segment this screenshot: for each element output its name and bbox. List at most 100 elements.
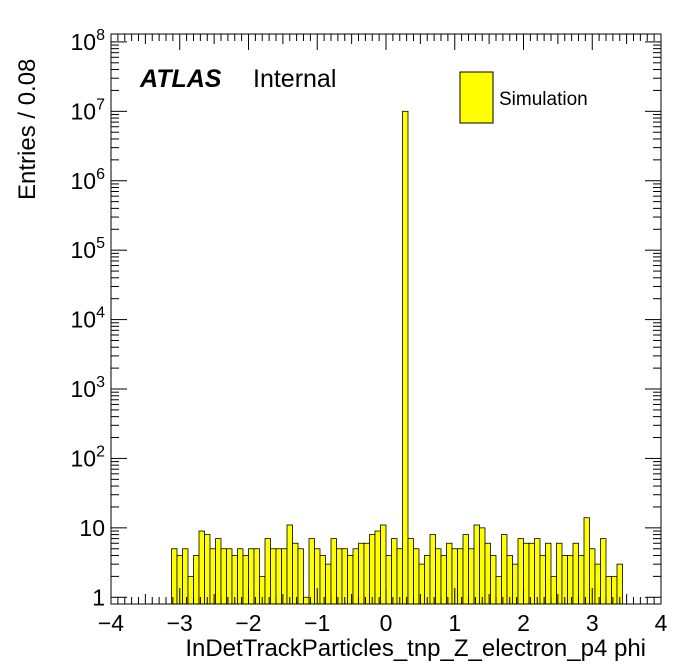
histogram-bar [286, 524, 293, 605]
histogram-bar [319, 555, 326, 605]
histogram-bar [325, 563, 332, 605]
x-tick-labels: −4 −3 −2 −1 0 1 2 3 4 [98, 610, 668, 636]
y-tick-label: 108 [71, 27, 106, 55]
histogram-bar [462, 534, 469, 605]
histogram-bar [501, 534, 508, 605]
histogram-bar [605, 575, 612, 605]
histogram-bar [495, 575, 502, 605]
y-tick-label: 104 [71, 305, 106, 333]
histogram-bar [446, 542, 453, 605]
histogram-bar [611, 575, 618, 605]
histogram-bar [490, 555, 497, 605]
histogram-bar [561, 555, 568, 605]
y-tick-label: 103 [71, 374, 106, 402]
histogram-bar [341, 548, 348, 605]
histogram-bar [308, 538, 315, 605]
histogram-bar [303, 596, 310, 605]
histogram-bar [336, 548, 343, 605]
histogram-bar [352, 548, 359, 605]
histogram-bar [468, 548, 475, 605]
histogram-bar [253, 548, 260, 605]
histogram-bar [374, 530, 381, 605]
histogram-bar [264, 538, 271, 605]
histogram-bar [473, 524, 480, 605]
histogram-bar [457, 548, 464, 605]
histogram-bar [347, 555, 354, 605]
x-tick-label: 0 [380, 610, 393, 636]
histogram-bar [281, 548, 288, 605]
x-tick-label: −2 [235, 610, 261, 636]
x-tick-label: 2 [517, 610, 530, 636]
legend: Simulation [459, 71, 588, 124]
histogram-bar [600, 538, 607, 605]
x-axis-title: InDetTrackParticles_tnp_Z_electron_p4 ph… [185, 635, 646, 662]
histogram-bar [215, 538, 222, 605]
histogram-bar [424, 555, 431, 605]
y-tick-labels: 1 10 102 103 104 105 106 107 108 [71, 27, 106, 610]
histogram-bar [391, 538, 398, 605]
histogram-bar [528, 542, 535, 605]
x-tick-label: 1 [448, 610, 461, 636]
y-tick-label: 107 [71, 96, 106, 124]
histogram-bar [545, 542, 552, 605]
atlas-label: ATLAS [139, 65, 222, 93]
y-axis-title: Entries / 0.08 [14, 59, 41, 200]
histogram-bar [363, 542, 370, 605]
x-tick-label: −4 [98, 610, 124, 636]
histogram-bar [402, 110, 409, 605]
histogram-bar [226, 548, 233, 605]
histogram-bar [523, 542, 530, 605]
histogram-bar [479, 527, 486, 605]
histogram-bar [572, 542, 579, 605]
histogram-bar [231, 555, 238, 605]
y-tick-label: 1 [92, 584, 105, 610]
histogram-bar [429, 534, 436, 605]
legend-label: Simulation [499, 89, 588, 110]
histogram-bar [198, 530, 205, 605]
histogram-bar [270, 548, 277, 605]
histogram-bar [567, 555, 574, 605]
histogram-bar [512, 563, 519, 605]
histogram-bar [435, 548, 442, 605]
histogram-bar [297, 548, 304, 605]
y-tick-label: 106 [71, 166, 106, 194]
x-tick-label: 3 [586, 610, 599, 636]
atlas-status-label: Internal [253, 65, 336, 93]
histogram-bar [550, 575, 557, 605]
x-tick-label: 4 [655, 610, 668, 636]
histogram-bar [583, 517, 590, 605]
histogram-bar [248, 548, 255, 605]
histogram-bar [484, 542, 491, 605]
histogram-bar [292, 542, 299, 605]
histogram-bar [369, 534, 376, 605]
histogram-bar [556, 542, 563, 605]
histogram-bar [413, 548, 420, 605]
y-tick-label: 105 [71, 235, 106, 263]
histogram-bar [242, 555, 249, 605]
histogram-bar [193, 555, 200, 605]
histogram-bar [578, 555, 585, 605]
histogram-bar [517, 538, 524, 605]
y-tick-label: 10 [79, 515, 105, 541]
histogram-bar [407, 538, 414, 605]
histogram-bar [539, 555, 546, 605]
histogram-bar [237, 548, 244, 605]
histogram-bar [385, 555, 392, 605]
histogram-bar [275, 548, 282, 605]
x-tick-label: −1 [304, 610, 330, 636]
histogram-bar [418, 563, 425, 605]
histogram-bar [534, 538, 541, 605]
histogram-bar [171, 548, 178, 605]
histogram-bar [506, 555, 513, 605]
plot-frame [110, 33, 662, 605]
histogram-bar [187, 575, 194, 605]
histogram-bar [594, 563, 601, 605]
histogram-bar [182, 548, 189, 605]
histogram-bar [380, 524, 387, 605]
histogram-bar [440, 555, 447, 605]
legend-swatch [459, 71, 494, 124]
y-tick-label: 102 [71, 443, 106, 471]
x-tick-label: −3 [167, 610, 193, 636]
histogram-bar [209, 548, 216, 605]
